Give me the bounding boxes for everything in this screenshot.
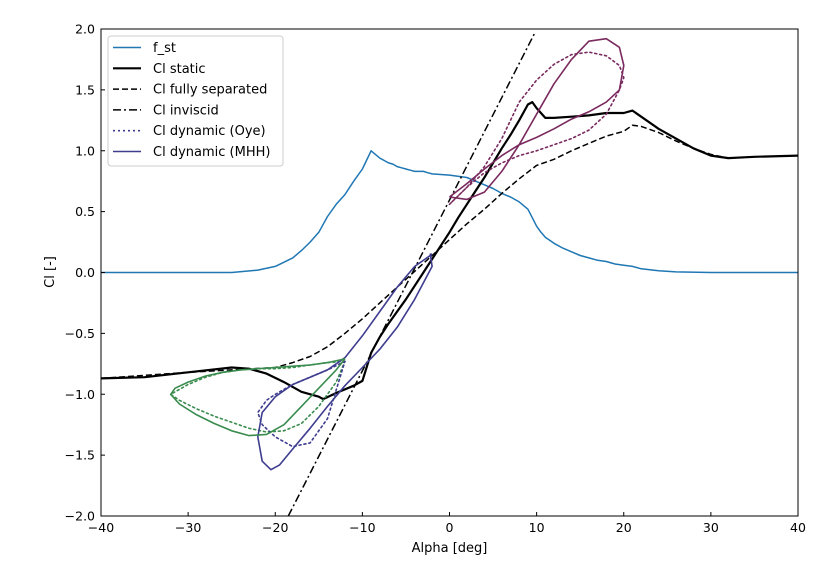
- x-tick-label: −40: [88, 520, 114, 535]
- x-tick-label: 10: [529, 520, 545, 535]
- x-tick-label: 40: [790, 520, 806, 535]
- y-axis-label: Cl [-]: [43, 256, 58, 288]
- series-cl-dynamic-mhh-9: [169, 358, 346, 437]
- x-axis-label: Alpha [deg]: [412, 541, 488, 556]
- series-cl-dynamic-mhh-8: [449, 37, 625, 201]
- legend-label: Cl static: [153, 62, 206, 77]
- legend-label: Cl inviscid: [153, 103, 219, 118]
- x-tick-label: 0: [446, 520, 454, 535]
- series-cl-dynamic-oye-6: [256, 360, 346, 448]
- series-cl-inviscid-3: [287, 32, 536, 516]
- y-tick-label: 1.5: [75, 82, 95, 97]
- y-tick-label: 2.0: [75, 22, 95, 37]
- y-tick-label: −0.5: [65, 326, 95, 341]
- x-tick-label: −30: [175, 520, 201, 535]
- series-f-st-0: [101, 150, 798, 274]
- legend-label: Cl fully separated: [153, 83, 267, 98]
- legend: f_st Cl static Cl fully separated Cl invisc…: [107, 35, 284, 167]
- series-cl-dynamic-oye-4: [448, 51, 625, 206]
- x-tick-label: −20: [262, 520, 288, 535]
- x-tick-label: 30: [703, 520, 719, 535]
- y-tick-label: 0.0: [75, 265, 95, 280]
- legend-label: Cl dynamic (Oye): [153, 124, 266, 139]
- y-tick-label: −2.0: [65, 509, 95, 524]
- series-cl-dynamic-mhh-7: [256, 253, 433, 471]
- legend-box: [107, 35, 284, 167]
- y-tick-label: −1.5: [65, 448, 95, 463]
- y-tick-label: 1.0: [75, 143, 95, 158]
- y-tick-label: 0.5: [75, 204, 95, 219]
- y-tick-label: −1.0: [65, 387, 95, 402]
- y-axis-ticks: −2.0 −1.5 −1.0 −0.5 0.0 0.5 1.0 1.5 2.0: [65, 22, 105, 524]
- series-cl-static-1: [101, 100, 798, 401]
- series-cl-fully-separated-2: [101, 124, 798, 380]
- series-layer: [101, 32, 798, 516]
- x-axis-ticks: −40 −30 −20 −10 0 10 20 30 40: [88, 512, 806, 535]
- legend-label: Cl dynamic (MHH): [153, 145, 270, 160]
- x-tick-label: −10: [349, 520, 375, 535]
- x-tick-label: 20: [616, 520, 632, 535]
- legend-label: f_st: [153, 41, 176, 56]
